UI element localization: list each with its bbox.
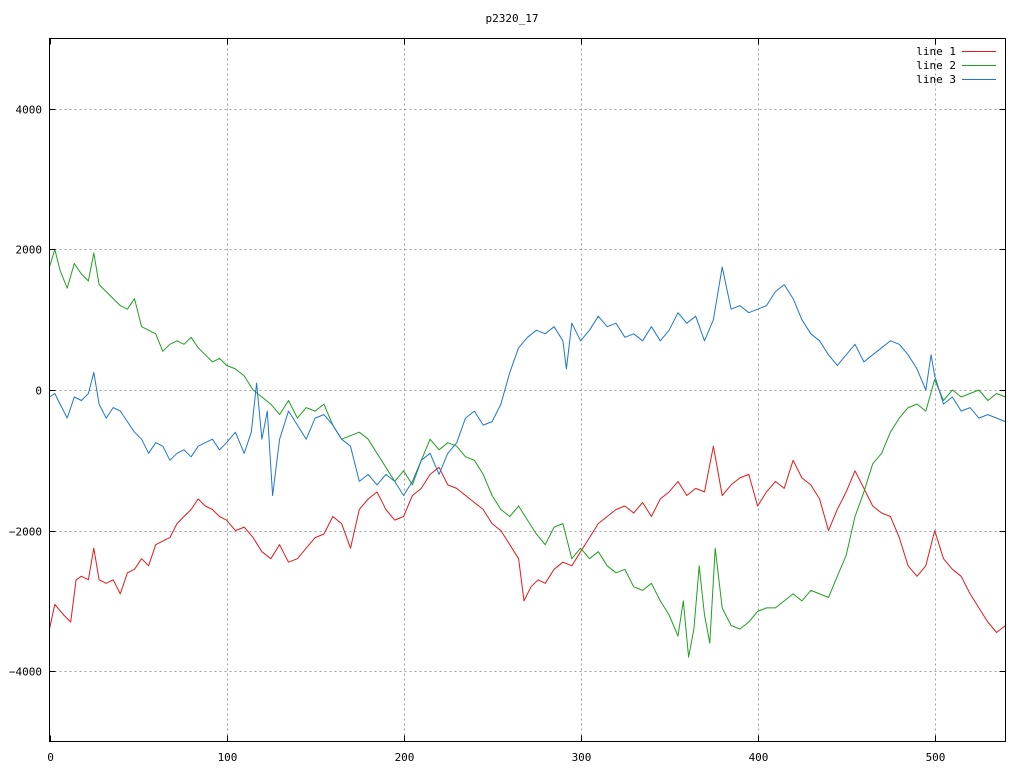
x-tick-label: 500	[926, 751, 946, 764]
y-tick-label: −2000	[9, 526, 42, 539]
y-tick-label: 4000	[16, 104, 43, 117]
x-tick-label: 0	[47, 751, 54, 764]
legend-label-2: line 2	[916, 59, 956, 72]
x-tick-label: 100	[218, 751, 238, 764]
grid	[49, 38, 1006, 742]
axis-ticks: 0 100 200 300 400 500 −4000 −2000 0 2000 4000	[9, 38, 1006, 764]
chart-title: p2320_17	[486, 12, 539, 25]
x-tick-label: 400	[749, 751, 769, 764]
series-line-2	[49, 248, 1006, 658]
x-tick-label: 200	[395, 751, 415, 764]
series-line-1	[49, 445, 1006, 633]
legend-label-1: line 1	[916, 45, 956, 58]
x-tick-label: 300	[572, 751, 592, 764]
y-tick-label: −4000	[9, 666, 42, 679]
y-tick-label: 0	[35, 385, 42, 398]
plot-border	[49, 38, 1006, 742]
y-tick-label: 2000	[16, 244, 43, 257]
legend-label-3: line 3	[916, 73, 956, 86]
series-line-3	[49, 266, 1006, 496]
series-layer	[49, 248, 1006, 658]
